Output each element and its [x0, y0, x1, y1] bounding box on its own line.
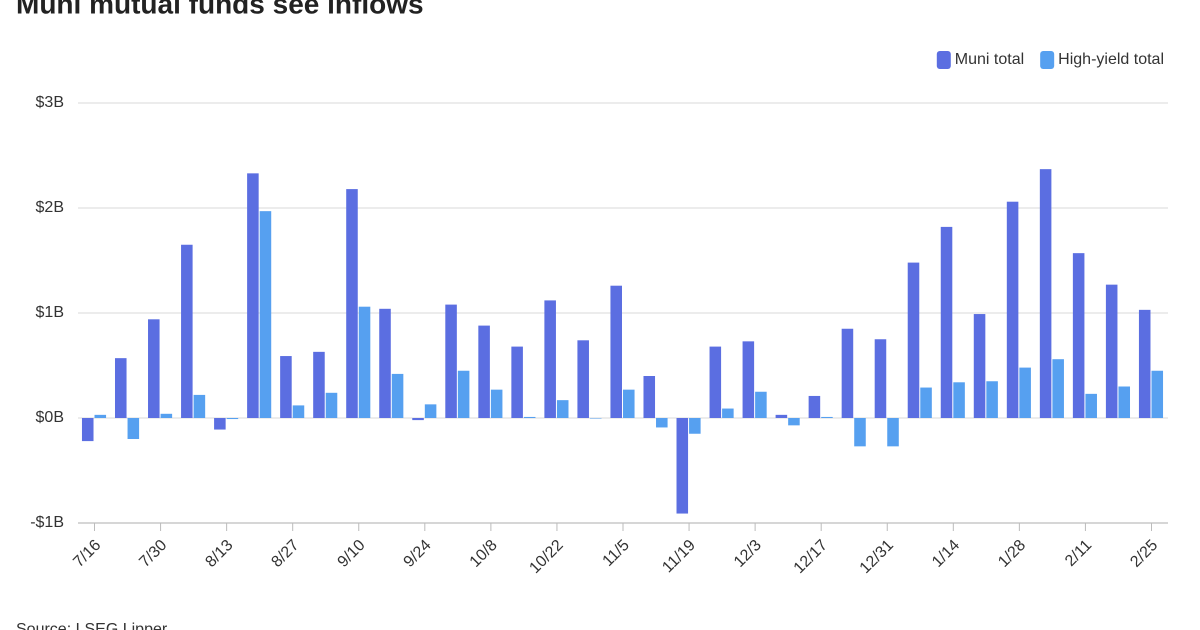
bar: [214, 418, 226, 430]
y-tick-label: $2B: [36, 199, 64, 216]
bar: [610, 285, 622, 418]
bar: [1072, 253, 1085, 418]
bar: [226, 418, 239, 420]
x-tick-label: 9/10: [335, 537, 369, 571]
x-tick-label: 8/27: [268, 537, 302, 571]
bar: [973, 314, 986, 418]
bar: [1105, 284, 1118, 418]
bar: [148, 319, 160, 418]
bar: [292, 405, 305, 418]
y-tick-label: $0B: [36, 409, 64, 426]
bar: [181, 244, 193, 418]
chart-title: Muni mutual funds see inflows: [16, 0, 424, 19]
bar: [742, 341, 755, 418]
legend-label: Muni total: [955, 51, 1024, 68]
bar: [379, 308, 391, 418]
bar: [788, 418, 800, 426]
x-tick-label: 10/22: [526, 537, 566, 577]
bar: [1085, 393, 1097, 418]
bar: [127, 418, 140, 439]
bar: [874, 339, 887, 418]
bar: [986, 381, 998, 418]
bar: [160, 413, 173, 418]
bar: [656, 418, 668, 428]
x-tick-label: 1/14: [929, 537, 963, 571]
x-tick-label: 12/17: [791, 537, 831, 577]
y-tick-label: $3B: [36, 94, 64, 111]
bar: [1006, 201, 1019, 418]
bar: [709, 346, 722, 418]
bar: [808, 395, 821, 418]
legend-swatch: [1040, 51, 1055, 69]
bar: [478, 325, 490, 418]
bar: [1151, 370, 1164, 418]
x-tick-label: 8/13: [202, 537, 236, 571]
bar: [722, 408, 734, 418]
bar: [259, 211, 272, 418]
bar: [689, 418, 701, 434]
x-tick-label: 11/5: [600, 537, 633, 570]
bar: [589, 418, 602, 419]
bar: [81, 418, 94, 442]
bar: [643, 376, 656, 418]
x-tick-label: 7/16: [70, 537, 104, 571]
y-tick-label: $1B: [36, 304, 64, 321]
bar: [841, 328, 854, 418]
bar: [623, 389, 635, 418]
x-tick-label: 2/11: [1062, 537, 1095, 570]
bar: [676, 418, 689, 514]
bar: [1138, 309, 1151, 418]
x-tick-label: 11/19: [659, 537, 699, 577]
legend-label: High-yield total: [1058, 51, 1164, 68]
bar: [920, 387, 932, 418]
bar: [523, 416, 536, 418]
bar: [445, 304, 457, 418]
bar: [887, 418, 899, 447]
bar: [94, 414, 107, 418]
bar: [412, 418, 424, 421]
bar: [193, 394, 206, 418]
bar: [821, 416, 833, 418]
bar: [424, 404, 437, 418]
bar: [1039, 169, 1052, 418]
bar: [1118, 386, 1131, 418]
bar: [940, 226, 953, 418]
bar: [577, 340, 589, 418]
bar: [280, 356, 292, 418]
bar: [457, 370, 470, 418]
bar: [907, 262, 920, 418]
x-tick-label: 7/30: [136, 537, 170, 571]
bar: [511, 346, 523, 418]
bar: [556, 400, 569, 418]
x-tick-label: 12/3: [731, 537, 765, 571]
bar: [490, 389, 503, 418]
bar: [247, 173, 259, 418]
bar: [346, 189, 358, 418]
bar: [1052, 359, 1064, 418]
bar: [114, 358, 127, 418]
bar: [1019, 367, 1031, 418]
bar: [313, 351, 325, 418]
bar: [854, 418, 866, 447]
x-tick-label: 9/24: [401, 537, 435, 571]
bar: [953, 382, 965, 418]
bar: [358, 306, 371, 418]
y-tick-label: -$1B: [30, 514, 64, 531]
bar: [325, 392, 338, 418]
x-tick-label: 2/25: [1127, 537, 1161, 571]
bar: [775, 414, 788, 418]
bar: [755, 391, 767, 418]
x-tick-label: 12/31: [857, 537, 897, 577]
legend-swatch: [936, 51, 951, 69]
bar: [391, 373, 404, 418]
source: Source: LSEG Lipper: [16, 621, 168, 630]
x-tick-label: 10/8: [467, 537, 501, 571]
x-tick-label: 1/28: [995, 537, 1029, 571]
bar: [544, 300, 556, 418]
